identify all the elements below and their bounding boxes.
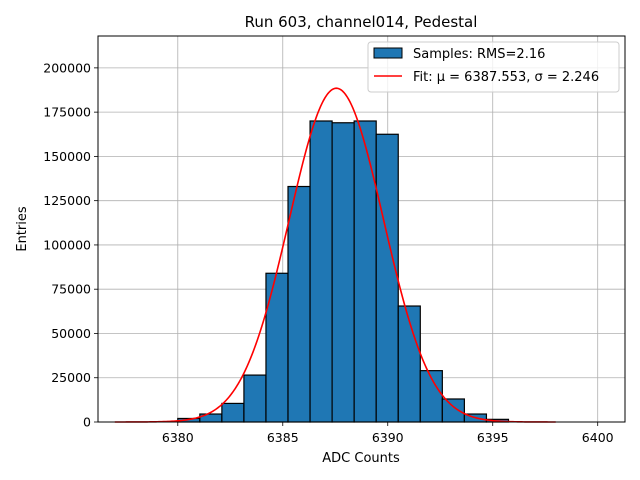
x-tick-label: 6385 [267, 430, 299, 445]
x-tick-label: 6390 [372, 430, 404, 445]
x-tick-label: 6395 [477, 430, 509, 445]
y-tick-label: 50000 [51, 326, 91, 341]
histogram-bar [309, 120, 333, 423]
y-axis-title: Entries [15, 206, 30, 252]
legend-samples-label: Samples: RMS=2.16 [413, 47, 545, 62]
histogram-bar [243, 374, 267, 423]
legend-fit-label: Fit: μ = 6387.553, σ = 2.246 [413, 70, 599, 85]
y-tick-label: 175000 [43, 105, 91, 120]
histogram-bar [265, 272, 289, 423]
legend-samples-swatch [373, 47, 403, 59]
histogram-bar [221, 402, 245, 423]
plot-frame [97, 35, 626, 423]
y-tick-label: 200000 [43, 60, 91, 75]
histogram-bars [177, 120, 510, 423]
y-tick-label: 75000 [51, 282, 91, 297]
fit-curve [114, 87, 556, 423]
histogram-bar [353, 120, 377, 423]
x-tick-label: 6400 [582, 430, 614, 445]
legend-box [367, 41, 620, 93]
histogram-bar [441, 398, 465, 423]
y-axis: 0 25000 50000 75000 100000 125000 150000 175000… [43, 60, 98, 430]
histogram-bar [375, 133, 399, 423]
x-axis-title: ADC Counts [322, 451, 400, 466]
x-tick-label: 6380 [162, 430, 194, 445]
chart-title: Run 603, channel014, Pedestal [245, 13, 478, 31]
y-tick-label: 150000 [43, 149, 91, 164]
y-tick-label: 0 [83, 415, 91, 430]
y-tick-label: 25000 [51, 370, 91, 385]
legend: Samples: RMS=2.16 Fit: μ = 6387.553, σ =… [367, 41, 620, 93]
x-axis: 6380 6385 6390 6395 6400 [162, 422, 614, 445]
histogram-bar [331, 122, 355, 423]
histogram-bar [287, 185, 311, 423]
y-tick-label: 125000 [43, 193, 91, 208]
fit-curve-layer [114, 87, 556, 423]
y-tick-label: 100000 [43, 237, 91, 252]
